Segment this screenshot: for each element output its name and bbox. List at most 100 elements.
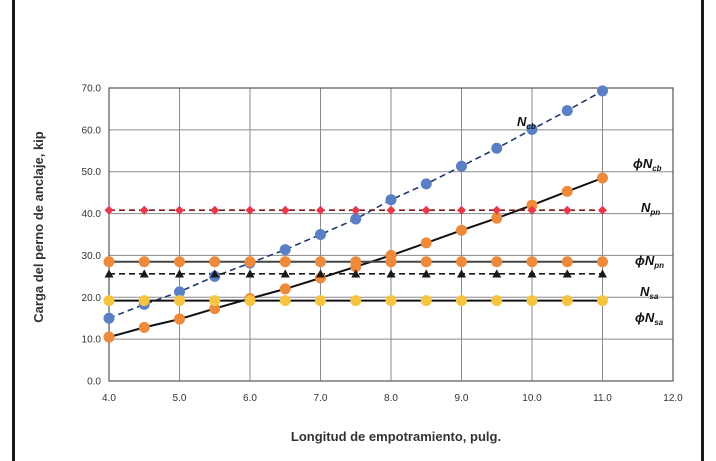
data-point-pn	[139, 205, 149, 215]
data-point-sa-phi	[244, 295, 256, 307]
series-label-pn-phi: ϕNpn	[635, 253, 664, 270]
y-tick-label: 60.0	[82, 125, 102, 136]
data-point-pn	[280, 205, 290, 215]
data-point-sa	[280, 269, 290, 278]
data-point-pn-phi	[561, 256, 573, 268]
data-point-pn	[492, 205, 502, 215]
series-label-sa: Nsa	[640, 284, 659, 301]
data-point-cb-phi	[174, 313, 185, 325]
data-point-cb-phi	[597, 172, 608, 184]
data-point-sa-phi	[279, 295, 291, 307]
data-point-cb	[491, 142, 503, 154]
series-labels: Ncb ϕNcb Npn ϕNpn Nsa ϕNsa	[517, 114, 664, 327]
data-point-pn-phi	[138, 256, 150, 268]
data-point-sa	[421, 269, 431, 278]
data-point-sa	[598, 269, 607, 278]
data-point-pn	[457, 205, 466, 215]
data-point-pn-phi	[209, 256, 221, 268]
series-label-cb-phi: ϕNcb	[633, 156, 662, 173]
data-point-cb-phi	[526, 199, 538, 211]
data-point-sa-phi	[209, 295, 221, 307]
y-axis-title: Carga del perno de anclaje, kip	[31, 131, 46, 323]
data-point-cb	[350, 213, 362, 225]
x-tick-label: 5.0	[173, 393, 187, 404]
data-point-pn	[210, 205, 220, 215]
data-point-pn	[175, 205, 184, 215]
grid-lines	[108, 87, 674, 382]
x-tick-label: 9.0	[455, 393, 469, 404]
data-point-cb-phi	[491, 212, 503, 224]
y-tick-label: 40.0	[82, 209, 102, 220]
data-point-cb	[456, 160, 467, 172]
data-point-pn-phi	[350, 256, 362, 268]
data-point-cb-phi	[561, 185, 573, 197]
data-point-pn	[386, 205, 396, 215]
data-point-pn-phi	[244, 256, 256, 268]
data-point-cb	[420, 178, 432, 190]
data-point-cb-phi	[279, 283, 291, 295]
data-point-sa-phi	[138, 295, 150, 307]
data-point-sa-phi	[420, 295, 432, 307]
data-point-pn-phi	[174, 256, 185, 268]
y-tick-label: 70.0	[82, 84, 102, 95]
data-point-pn	[421, 205, 431, 215]
data-point-sa-phi	[350, 295, 362, 307]
data-point-pn-phi	[491, 256, 503, 268]
data-point-cb	[561, 105, 573, 117]
y-tick-label: 20.0	[82, 293, 102, 304]
x-tick-label: 11.0	[593, 393, 612, 404]
y-tick-label: 10.0	[82, 335, 102, 346]
x-tick-label: 6.0	[243, 393, 257, 404]
data-point-sa-phi	[103, 295, 115, 307]
data-point-pn	[316, 205, 325, 215]
series-line-cb	[108, 90, 603, 319]
data-point-sa	[492, 269, 502, 278]
data-point-sa	[457, 269, 466, 278]
data-point-sa-phi	[491, 295, 503, 307]
y-tick-label: 50.0	[82, 167, 102, 178]
data-point-sa	[175, 269, 184, 278]
plot-border	[108, 87, 674, 382]
data-point-pn-phi	[315, 256, 326, 268]
y-tick-label: 30.0	[82, 251, 102, 262]
data-point-cb	[315, 229, 326, 240]
data-point-sa-phi	[526, 295, 538, 307]
data-point-pn-phi	[103, 256, 115, 268]
data-point-sa	[210, 269, 220, 278]
data-point-pn	[562, 205, 572, 215]
x-tick-labels: 4.0 5.0 6.0 7.0 8.0 9.0 10.0 11.0 12.0	[102, 393, 683, 404]
x-tick-label: 10.0	[522, 393, 542, 404]
data-point-sa	[562, 269, 572, 278]
data-point-cb	[279, 244, 291, 256]
data-point-cb-phi	[138, 321, 150, 333]
data-point-cb	[385, 194, 397, 206]
series-lines	[108, 90, 603, 339]
data-point-sa-phi	[174, 295, 185, 307]
data-point-sa-phi	[456, 295, 467, 307]
data-point-sa	[527, 269, 537, 278]
data-point-sa	[351, 269, 361, 278]
x-tick-label: 12.0	[663, 393, 683, 404]
y-tick-labels: 0.0 10.0 20.0 30.0 40.0 50.0 60.0 70.0	[82, 84, 102, 388]
plot-area-border	[108, 87, 674, 382]
data-point-sa-phi	[561, 295, 573, 307]
data-point-cb	[174, 286, 185, 298]
data-point-pn-phi	[420, 256, 432, 268]
data-point-cb-phi	[209, 303, 221, 315]
x-axis-title: Longitud de empotramiento, pulg.	[291, 429, 501, 444]
x-tick-label: 7.0	[314, 393, 328, 404]
chart-svg: 0.0 10.0 20.0 30.0 40.0 50.0 60.0 70.0 4.0 5.0 6.…	[31, 84, 683, 445]
data-point-sa-phi	[315, 295, 326, 307]
data-point-pn	[598, 205, 607, 215]
data-point-pn-phi	[456, 256, 467, 268]
chart-frame: 0.0 10.0 20.0 30.0 40.0 50.0 60.0 70.0 4.0 5.0 6.…	[12, 0, 704, 461]
data-point-sa-phi	[597, 295, 608, 307]
data-point-cb	[526, 123, 538, 135]
y-tick-label: 0.0	[87, 377, 101, 388]
data-point-cb	[597, 85, 608, 97]
data-point-sa	[316, 269, 325, 278]
data-point-pn-phi	[597, 256, 608, 268]
data-point-pn	[351, 205, 361, 215]
series-markers	[103, 85, 608, 343]
data-point-sa	[386, 269, 396, 278]
